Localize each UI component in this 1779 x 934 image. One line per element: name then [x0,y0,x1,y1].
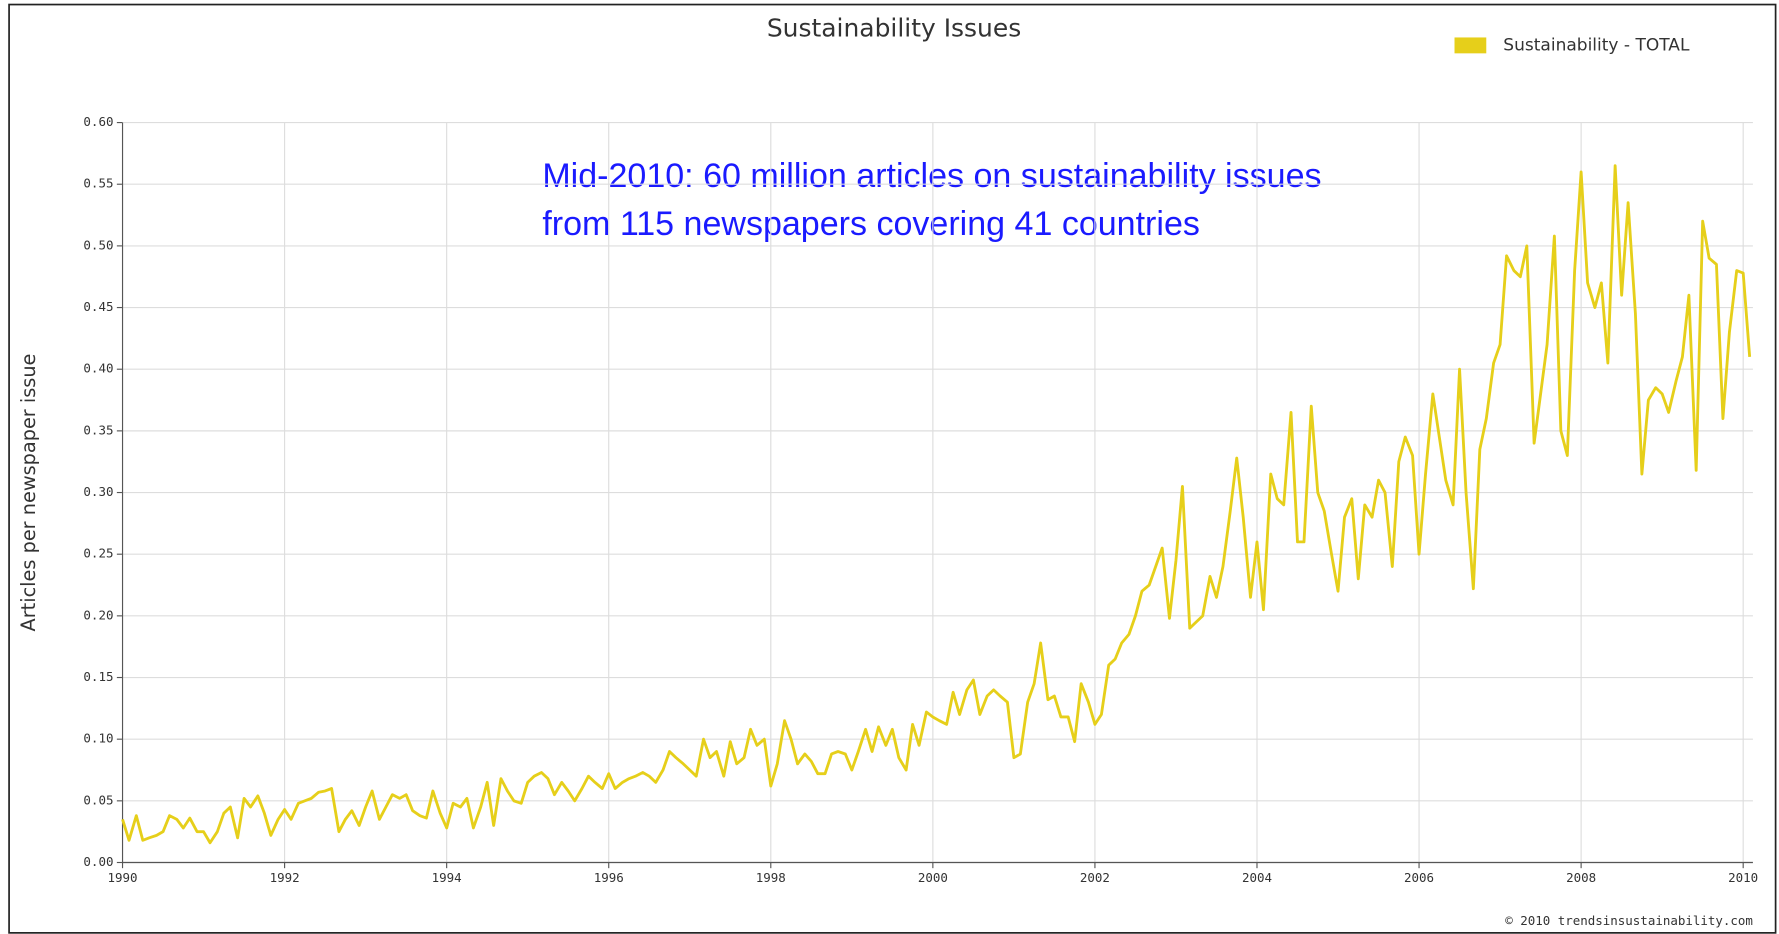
x-tick-label: 2002 [1080,870,1110,885]
annotation: from 115 newspapers covering 41 countrie… [542,205,1200,243]
x-tick-label: 2010 [1728,870,1758,885]
y-tick-label: 0.10 [83,731,113,746]
annotation: Mid-2010: 60 million articles on sustain… [542,157,1321,195]
y-tick-label: 0.00 [83,854,113,869]
y-tick-label: 0.15 [83,669,113,684]
x-tick-label: 1994 [432,870,462,885]
x-tick-label: 2008 [1566,870,1596,885]
x-tick-label: 2006 [1404,870,1434,885]
x-tick-label: 2004 [1242,870,1272,885]
x-tick-label: 1996 [594,870,624,885]
y-tick-label: 0.30 [83,484,113,499]
source-note: © 2010 trendsinsustainability.com [1505,913,1753,928]
frame [8,3,1777,934]
chart-title: Sustainability Issues [767,14,1021,43]
y-tick-label: 0.40 [83,361,113,376]
x-tick-label: 2000 [918,870,948,885]
data-line [121,164,1752,845]
y-tick-label: 0.20 [83,607,113,622]
y-tick-label: 0.55 [83,176,113,191]
y-tick-label: 0.25 [83,546,113,561]
y-tick-label: 0.45 [83,299,113,314]
x-tick-label: 1998 [756,870,786,885]
x-tick-label: 1992 [270,870,300,885]
y-tick-label: 0.05 [83,792,113,807]
legend-swatch [1454,37,1487,54]
x-tick-label: 1990 [108,870,138,885]
y-tick-label: 0.50 [83,237,113,252]
legend-label: Sustainability - TOTAL [1503,35,1690,55]
y-tick-label: 0.35 [83,422,113,437]
y-axis-label: Articles per newspaper issue [17,354,40,632]
y-tick-label: 0.60 [83,114,113,129]
